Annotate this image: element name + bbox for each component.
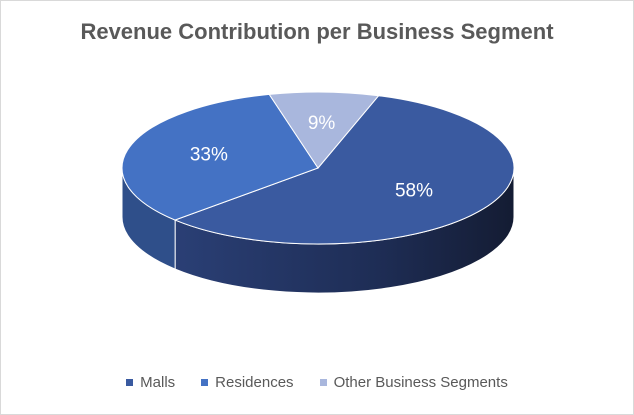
data-label-other-business-segments: 9% bbox=[308, 113, 336, 134]
legend-label: Malls bbox=[140, 374, 176, 391]
legend-swatch bbox=[319, 379, 327, 386]
data-label-residences: 33% bbox=[190, 145, 228, 166]
pie-slice-malls bbox=[173, 95, 515, 245]
pie-slice-other-business-segments bbox=[268, 91, 380, 169]
chart-title: Revenue Contribution per Business Segmen… bbox=[80, 19, 554, 44]
legend-label: Other Business Segments bbox=[333, 374, 508, 391]
data-label-malls: 58% bbox=[395, 181, 433, 202]
legend-item-residences: Residences bbox=[201, 374, 294, 391]
pie-tops bbox=[121, 91, 515, 245]
legend-item-malls: Malls bbox=[126, 374, 175, 391]
legend-item-other-business-segments: Other Business Segments bbox=[319, 374, 508, 391]
pie-labels: 58% 33% 9% bbox=[190, 113, 433, 202]
pie-slice-residences bbox=[121, 93, 319, 221]
legend-label: Residences bbox=[215, 374, 294, 391]
chart-legend: Malls Residences Other Business Segments bbox=[1, 374, 633, 391]
legend-swatch bbox=[126, 379, 134, 386]
legend-swatch bbox=[201, 379, 209, 386]
